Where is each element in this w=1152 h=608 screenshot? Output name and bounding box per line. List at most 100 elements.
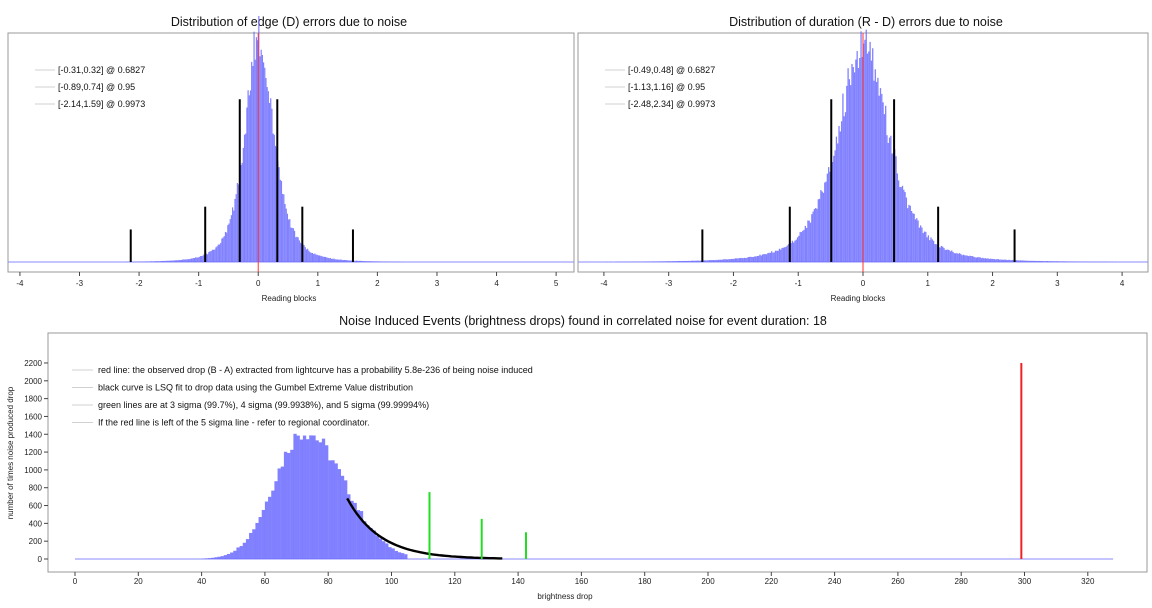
histogram-bar [890, 136, 891, 262]
x-tick-label: 0 [256, 279, 261, 288]
histogram-bar [1051, 261, 1052, 262]
histogram-bar [320, 256, 321, 262]
histogram-bar [342, 260, 343, 262]
histogram-bar [333, 259, 334, 262]
histogram-bar [911, 211, 912, 262]
histogram-bar [849, 79, 850, 262]
histogram-bar [1000, 259, 1001, 262]
histogram-bar [309, 252, 310, 262]
histogram-bar [315, 255, 316, 262]
histogram-bar [1063, 261, 1064, 262]
histogram-bar [768, 253, 769, 262]
histogram-bar [648, 261, 649, 262]
histogram-bar [1008, 260, 1009, 262]
histogram-bar [866, 30, 867, 262]
histogram-bar [987, 258, 988, 262]
histogram-bar [392, 548, 395, 559]
histogram-bar [824, 183, 825, 262]
x-tick-label: 20 [134, 577, 143, 586]
histogram-bar [325, 445, 328, 559]
histogram-bar [999, 260, 1000, 262]
histogram-bar [286, 209, 287, 262]
histogram-bar [332, 259, 333, 262]
histogram-bar [338, 469, 341, 559]
legend-entry: [-2.48,2.34] @ 0.9973 [628, 99, 715, 109]
histogram-bar [812, 212, 813, 262]
histogram-bar [653, 261, 654, 262]
histogram-bar [767, 253, 768, 262]
histogram-bar [269, 103, 270, 262]
histogram-bar [278, 167, 279, 262]
histogram-bar [748, 257, 749, 262]
histogram-bar [313, 254, 314, 262]
histogram-bar [985, 258, 986, 262]
histogram-bar [914, 214, 915, 262]
histogram-bar [660, 261, 661, 262]
histogram-bar [733, 259, 734, 262]
histogram-bar [731, 259, 732, 262]
histogram-bar [217, 246, 218, 262]
histogram-bar [248, 90, 249, 262]
histogram-bar [825, 182, 826, 262]
histogram-bar [290, 450, 293, 559]
histogram-bar [382, 261, 383, 262]
histogram-bar [1044, 261, 1045, 262]
histogram-bar [331, 259, 332, 262]
histogram-bar [787, 246, 788, 262]
y-tick-label: 200 [29, 537, 43, 546]
y-tick-label: 0 [38, 555, 43, 564]
histogram-bar [214, 250, 215, 262]
histogram-bar [143, 261, 144, 262]
histogram-bar [983, 258, 984, 262]
histogram-bar [217, 557, 220, 559]
histogram-bar [666, 261, 667, 262]
histogram-bar [317, 255, 318, 262]
histogram-bar [292, 228, 293, 262]
y-tick-label: 1600 [24, 412, 42, 421]
histogram-bar [779, 249, 780, 262]
histogram-bar [674, 261, 675, 262]
histogram-bar [996, 259, 997, 262]
histogram-bar [224, 236, 225, 262]
histogram-bar [236, 547, 239, 559]
histogram-bar [692, 261, 693, 262]
histogram-bar [230, 553, 233, 559]
histogram-bar [932, 239, 933, 262]
histogram-bar [231, 215, 232, 262]
x-tick-label: 4 [494, 279, 499, 288]
x-tick-label: 0 [861, 279, 866, 288]
histogram-bar [171, 261, 172, 262]
histogram-bar [752, 257, 753, 262]
histogram-bar [358, 261, 359, 262]
histogram-bar [1004, 260, 1005, 262]
histogram-bar [654, 261, 655, 262]
histogram-bar [379, 261, 380, 262]
histogram-bar [880, 88, 881, 262]
histogram-bar [1017, 260, 1018, 262]
histogram-bar [395, 551, 398, 559]
histogram-bar [842, 94, 843, 262]
histogram-bar [885, 106, 886, 262]
histogram-bar [365, 261, 366, 262]
histogram-bar [711, 260, 712, 262]
histogram-bar [368, 261, 369, 262]
histogram-bar [268, 91, 269, 262]
histogram-bar [658, 261, 659, 262]
histogram-bar [181, 260, 182, 262]
histogram-bar [884, 114, 885, 262]
histogram-bar [168, 261, 169, 262]
histogram-bar [792, 241, 793, 262]
x-tick-label: 140 [511, 577, 525, 586]
x-tick-label: 3 [435, 279, 440, 288]
histogram-bar [956, 253, 957, 262]
histogram-bar [930, 237, 931, 262]
legend-entry: [-0.49,0.48] @ 0.6827 [628, 65, 715, 75]
histogram-bar [225, 232, 226, 262]
histogram-bar [939, 248, 940, 262]
histogram-bar [697, 261, 698, 262]
histogram-bar [232, 207, 233, 262]
histogram-bar [651, 261, 652, 262]
histogram-bar [1066, 261, 1067, 262]
histogram-bar [1064, 261, 1065, 262]
histogram-bar [388, 547, 391, 559]
